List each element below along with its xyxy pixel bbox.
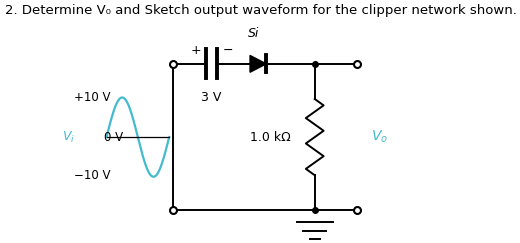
Text: +10 V: +10 V xyxy=(74,91,111,104)
Text: 0 V: 0 V xyxy=(105,131,124,144)
Text: −10 V: −10 V xyxy=(74,169,111,182)
Text: $V_i$: $V_i$ xyxy=(62,130,74,145)
Text: 3 V: 3 V xyxy=(201,91,222,104)
Text: −: − xyxy=(223,44,233,57)
Text: +: + xyxy=(190,44,201,57)
Text: Si: Si xyxy=(249,27,260,40)
Polygon shape xyxy=(250,55,266,72)
Text: 1.0 kΩ: 1.0 kΩ xyxy=(250,131,291,144)
Text: $V_o$: $V_o$ xyxy=(371,129,388,145)
Text: 2. Determine V₀ and Sketch output waveform for the clipper network shown.: 2. Determine V₀ and Sketch output wavefo… xyxy=(5,4,517,17)
